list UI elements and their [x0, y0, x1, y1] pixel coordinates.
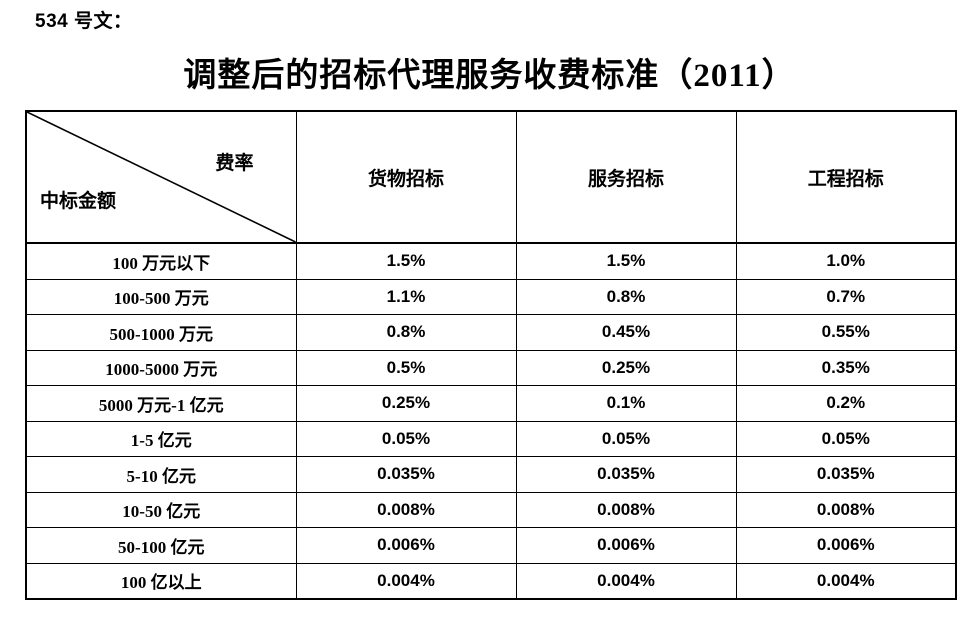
document-reference-number: 534 号文：: [35, 11, 133, 32]
diagonal-divider: [27, 112, 296, 242]
rate-value-cell: 0.035%: [295, 456, 517, 493]
row-label-amount-range: 1000-5000 万元: [25, 349, 297, 386]
rate-value-cell: 0.35%: [735, 349, 957, 386]
rate-value-cell: 0.05%: [295, 420, 517, 457]
row-label-amount-range: 10-50 亿元: [25, 491, 297, 528]
fee-rate-table: 费率 中标金额 货物招标 服务招标 工程招标 100 万元以下 1.5% 1.5% 1…: [25, 110, 957, 600]
rate-value-cell: 0.035%: [735, 456, 957, 493]
column-header-goods-tender: 货物招标: [295, 110, 517, 244]
rate-value-cell: 0.006%: [295, 527, 517, 564]
rate-value-cell: 0.55%: [735, 314, 957, 351]
row-label-amount-range: 100-500 万元: [25, 278, 297, 315]
row-label-amount-range: 500-1000 万元: [25, 314, 297, 351]
rate-value-cell: 0.004%: [735, 562, 957, 600]
row-label-amount-range: 50-100 亿元: [25, 527, 297, 564]
corner-cell-content: 费率 中标金额: [27, 112, 296, 242]
rate-value-cell: 0.006%: [515, 527, 737, 564]
table-row: 5-10 亿元 0.035% 0.035% 0.035%: [25, 456, 957, 493]
rate-value-cell: 0.25%: [295, 385, 517, 422]
column-header-service-tender: 服务招标: [515, 110, 737, 244]
rate-value-cell: 0.008%: [295, 491, 517, 528]
table-row: 10-50 亿元 0.008% 0.008% 0.008%: [25, 491, 957, 528]
row-label-amount-range: 100 亿以上: [25, 562, 297, 600]
table-row: 100 万元以下 1.5% 1.5% 1.0%: [25, 242, 957, 280]
rate-value-cell: 0.008%: [515, 491, 737, 528]
page-title: 调整后的招标代理服务收费标准（2011）: [183, 58, 796, 94]
rate-value-cell: 0.7%: [735, 278, 957, 315]
corner-label-bid-amount: 中标金额: [40, 191, 117, 212]
row-label-amount-range: 1-5 亿元: [25, 420, 297, 457]
rate-value-cell: 1.1%: [295, 278, 517, 315]
rate-value-cell: 0.004%: [295, 562, 517, 600]
table-row: 500-1000 万元 0.8% 0.45% 0.55%: [25, 314, 957, 351]
rate-value-cell: 0.05%: [735, 420, 957, 457]
rate-value-cell: 0.25%: [515, 349, 737, 386]
table-header: 费率 中标金额 货物招标 服务招标 工程招标: [25, 110, 957, 244]
rate-value-cell: 0.8%: [295, 314, 517, 351]
row-label-amount-range: 5000 万元-1 亿元: [25, 385, 297, 422]
rate-value-cell: 0.8%: [515, 278, 737, 315]
rate-value-cell: 0.004%: [515, 562, 737, 600]
rate-value-cell: 0.5%: [295, 349, 517, 386]
row-label-amount-range: 5-10 亿元: [25, 456, 297, 493]
rate-value-cell: 1.5%: [295, 242, 517, 280]
rate-value-cell: 1.0%: [735, 242, 957, 280]
rate-value-cell: 0.2%: [735, 385, 957, 422]
rate-value-cell: 0.1%: [515, 385, 737, 422]
rate-value-cell: 0.006%: [735, 527, 957, 564]
table-row: 100 亿以上 0.004% 0.004% 0.004%: [25, 562, 957, 600]
rate-value-cell: 0.008%: [735, 491, 957, 528]
rate-value-cell: 1.5%: [515, 242, 737, 280]
rate-value-cell: 0.05%: [515, 420, 737, 457]
rate-value-cell: 0.035%: [515, 456, 737, 493]
table-row: 1000-5000 万元 0.5% 0.25% 0.35%: [25, 349, 957, 386]
table-row: 1-5 亿元 0.05% 0.05% 0.05%: [25, 420, 957, 457]
column-header-engineering-tender: 工程招标: [735, 110, 957, 244]
table-body: 100 万元以下 1.5% 1.5% 1.0% 100-500 万元 1.1% 0.8% 0.…: [25, 242, 957, 600]
row-label-amount-range: 100 万元以下: [25, 242, 297, 280]
header-row: 费率 中标金额 货物招标 服务招标 工程招标: [25, 110, 957, 244]
corner-label-rate: 费率: [215, 153, 254, 174]
corner-header-cell: 费率 中标金额: [25, 110, 297, 244]
table-row: 5000 万元-1 亿元 0.25% 0.1% 0.2%: [25, 385, 957, 422]
rate-value-cell: 0.45%: [515, 314, 737, 351]
table-row: 100-500 万元 1.1% 0.8% 0.7%: [25, 278, 957, 315]
table-row: 50-100 亿元 0.006% 0.006% 0.006%: [25, 527, 957, 564]
